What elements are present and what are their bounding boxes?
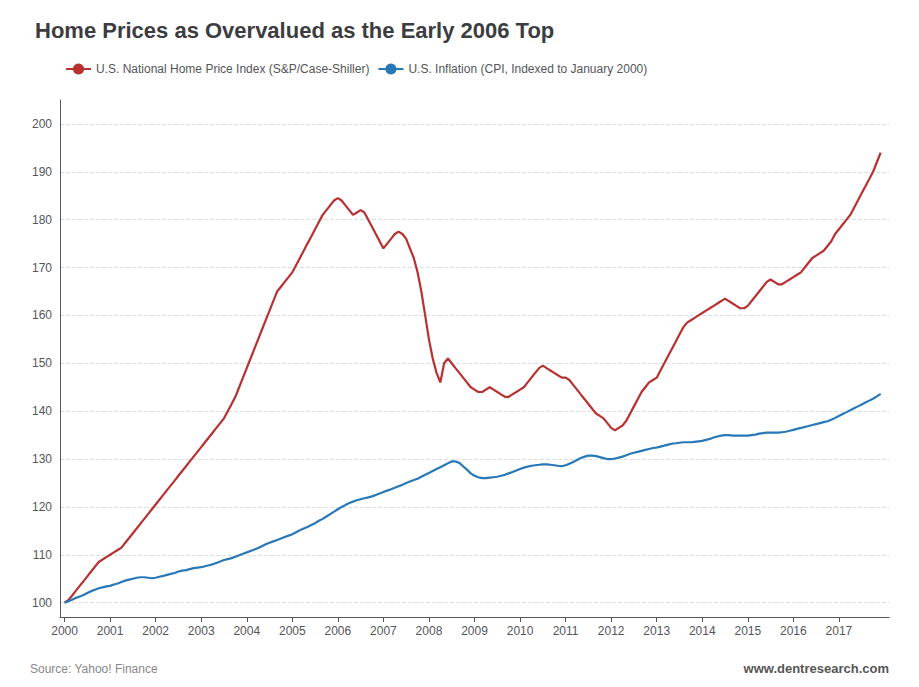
- svg-text:2010: 2010: [507, 624, 534, 638]
- svg-text:100: 100: [32, 596, 52, 610]
- svg-text:130: 130: [32, 452, 52, 466]
- svg-text:2017: 2017: [826, 624, 853, 638]
- svg-text:2000: 2000: [51, 624, 78, 638]
- svg-text:140: 140: [32, 404, 52, 418]
- svg-text:2003: 2003: [188, 624, 215, 638]
- svg-text:2006: 2006: [325, 624, 352, 638]
- svg-text:2009: 2009: [461, 624, 488, 638]
- svg-text:2008: 2008: [416, 624, 443, 638]
- svg-text:2014: 2014: [689, 624, 716, 638]
- svg-text:Source: Yahoo! Finance: Source: Yahoo! Finance: [30, 662, 158, 676]
- svg-text:www.dentresearch.com: www.dentresearch.com: [743, 661, 889, 676]
- svg-text:2015: 2015: [734, 624, 761, 638]
- svg-text:2004: 2004: [233, 624, 260, 638]
- svg-text:2016: 2016: [780, 624, 807, 638]
- svg-text:Home Prices as Overvalued as t: Home Prices as Overvalued as the Early 2…: [35, 18, 554, 43]
- svg-text:2012: 2012: [598, 624, 625, 638]
- svg-text:170: 170: [32, 261, 52, 275]
- svg-text:U.S. Inflation (CPI, Indexed t: U.S. Inflation (CPI, Indexed to January …: [408, 62, 647, 76]
- svg-text:2001: 2001: [97, 624, 124, 638]
- svg-text:120: 120: [32, 500, 52, 514]
- svg-text:110: 110: [33, 548, 52, 562]
- svg-text:2007: 2007: [370, 624, 397, 638]
- svg-text:2011: 2011: [553, 624, 579, 638]
- svg-text:2013: 2013: [643, 624, 670, 638]
- svg-text:200: 200: [32, 117, 52, 131]
- svg-text:180: 180: [32, 213, 52, 227]
- svg-text:2002: 2002: [142, 624, 169, 638]
- svg-text:150: 150: [32, 356, 52, 370]
- svg-text:2005: 2005: [279, 624, 306, 638]
- svg-text:U.S. National Home Price Index: U.S. National Home Price Index (S&P/Case…: [96, 62, 369, 76]
- svg-text:190: 190: [32, 165, 52, 179]
- svg-text:160: 160: [32, 308, 52, 322]
